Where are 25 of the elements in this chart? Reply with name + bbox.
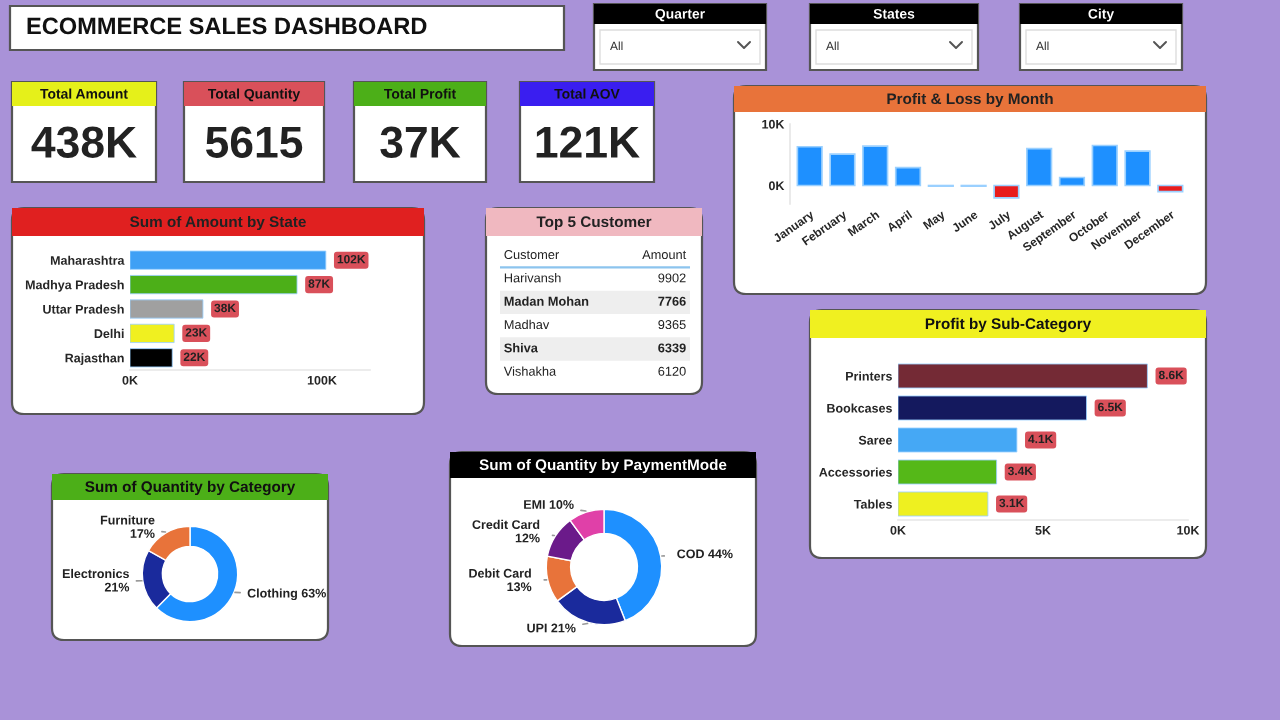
bar <box>130 250 327 270</box>
bar <box>898 395 1087 421</box>
bar <box>829 153 856 187</box>
text: ECOMMERCE SALES DASHBOARD <box>27 17 427 35</box>
bar <box>894 166 922 187</box>
bar <box>1058 176 1086 187</box>
bar <box>1124 150 1151 187</box>
text: 121K <box>536 126 640 158</box>
bar <box>130 299 204 319</box>
bar <box>898 491 989 517</box>
bar <box>130 275 298 295</box>
bar <box>1026 147 1053 187</box>
bar <box>898 363 1148 389</box>
bar <box>130 323 175 343</box>
bar <box>1157 184 1184 193</box>
text: 438K <box>31 126 137 158</box>
bar <box>796 145 823 187</box>
text: 37K <box>380 126 461 158</box>
text: 5615 <box>205 126 303 158</box>
bar <box>130 348 173 368</box>
bar <box>862 145 889 187</box>
bar <box>993 184 1020 199</box>
bar <box>1091 144 1118 187</box>
bar <box>898 427 1018 453</box>
bar <box>898 459 998 485</box>
